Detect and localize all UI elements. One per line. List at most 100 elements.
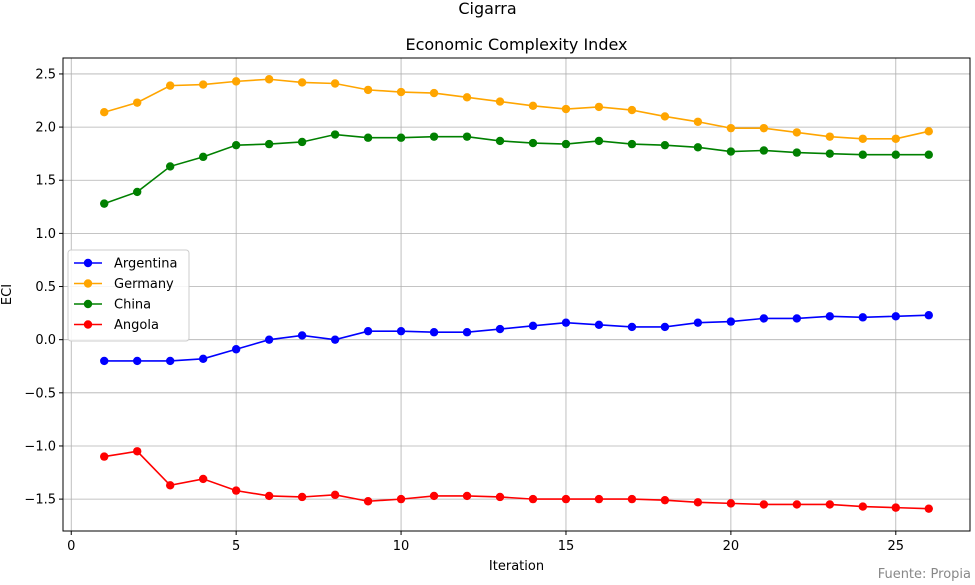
data-point — [759, 500, 769, 509]
data-point — [198, 152, 208, 162]
data-point — [891, 503, 900, 512]
grid-lines — [63, 58, 970, 531]
data-point — [825, 149, 835, 158]
data-point — [594, 494, 604, 504]
legend-item-china: China — [74, 298, 151, 313]
data-point — [495, 136, 505, 146]
y-axis-label: ECI — [0, 284, 15, 305]
data-point — [858, 134, 868, 143]
data-point — [100, 108, 109, 117]
data-point — [429, 88, 439, 98]
y-tick-label: 1.5 — [35, 174, 56, 189]
legend-label: Argentina — [114, 257, 177, 272]
data-point — [297, 492, 307, 502]
legend-marker — [83, 299, 93, 309]
series-line — [104, 450, 929, 510]
y-tick-label: −0.5 — [24, 386, 56, 401]
data-point — [231, 77, 241, 86]
data-point — [693, 117, 703, 126]
plot-frame — [62, 57, 971, 532]
data-point — [528, 101, 538, 111]
series-lines — [100, 75, 933, 513]
data-point — [792, 500, 802, 509]
data-point — [891, 134, 900, 143]
data-point — [594, 102, 604, 112]
data-point — [561, 494, 571, 504]
data-point — [231, 486, 241, 495]
data-point — [693, 498, 703, 507]
data-point — [396, 133, 406, 142]
legend-label: Angola — [114, 318, 159, 333]
data-point — [396, 326, 406, 336]
data-point — [462, 491, 472, 501]
data-point — [528, 138, 538, 148]
data-point — [924, 504, 933, 513]
data-point — [627, 322, 637, 332]
data-point — [133, 187, 142, 197]
x-axis-label: Iteration — [489, 559, 544, 574]
data-point — [825, 500, 835, 509]
data-point — [198, 354, 208, 364]
data-point — [726, 499, 736, 508]
legend-item-angola: Angola — [74, 318, 159, 333]
data-point — [198, 474, 208, 484]
data-point — [495, 492, 505, 502]
data-point — [528, 321, 538, 331]
data-point — [297, 78, 307, 87]
data-point — [330, 335, 340, 344]
data-point — [165, 356, 175, 366]
legend: Argentina Germany China Angola — [67, 249, 190, 342]
data-point — [660, 140, 670, 150]
series-angola — [100, 447, 933, 513]
data-point — [429, 491, 439, 501]
data-point — [363, 133, 373, 142]
data-point — [165, 481, 175, 490]
series-line — [103, 133, 929, 205]
data-point — [825, 132, 835, 141]
data-point — [264, 139, 274, 149]
figure-suptitle: Cigarra — [458, 0, 517, 18]
y-tick-label: 2.5 — [35, 67, 56, 82]
series-china — [100, 130, 933, 208]
chart-title: Economic Complexity Index — [405, 35, 627, 54]
legend-item-argentina: Argentina — [74, 257, 177, 272]
x-tick-label: 15 — [558, 539, 575, 554]
data-point — [133, 356, 142, 366]
data-point — [792, 128, 802, 137]
data-point — [594, 136, 604, 146]
legend-box — [67, 249, 190, 342]
legend-label: China — [114, 298, 151, 313]
data-point — [429, 132, 439, 141]
data-point — [627, 139, 637, 149]
data-point — [627, 105, 637, 115]
data-point — [462, 93, 472, 102]
data-point — [891, 312, 900, 321]
data-point — [561, 318, 571, 327]
data-point — [264, 75, 274, 84]
data-point — [495, 97, 505, 106]
data-point — [462, 132, 472, 141]
data-point — [924, 311, 933, 320]
data-point — [330, 130, 340, 139]
data-point — [660, 322, 670, 332]
data-point — [660, 495, 670, 505]
data-point — [825, 312, 835, 321]
data-point — [858, 502, 868, 511]
data-point — [693, 318, 703, 327]
y-tick-label: 0.0 — [35, 333, 56, 348]
data-point — [561, 139, 571, 149]
data-point — [891, 150, 900, 159]
data-point — [100, 356, 109, 366]
data-point — [462, 328, 472, 337]
source-footnote: Fuente: Propia — [877, 567, 971, 582]
x-tick-label: 25 — [888, 539, 905, 554]
data-point — [561, 104, 571, 114]
data-point — [792, 314, 802, 323]
data-point — [100, 452, 109, 461]
data-point — [792, 148, 802, 157]
data-point — [627, 494, 637, 504]
legend-label: Germany — [114, 277, 174, 292]
data-point — [759, 123, 769, 133]
data-point — [330, 490, 340, 500]
data-point — [759, 314, 769, 323]
